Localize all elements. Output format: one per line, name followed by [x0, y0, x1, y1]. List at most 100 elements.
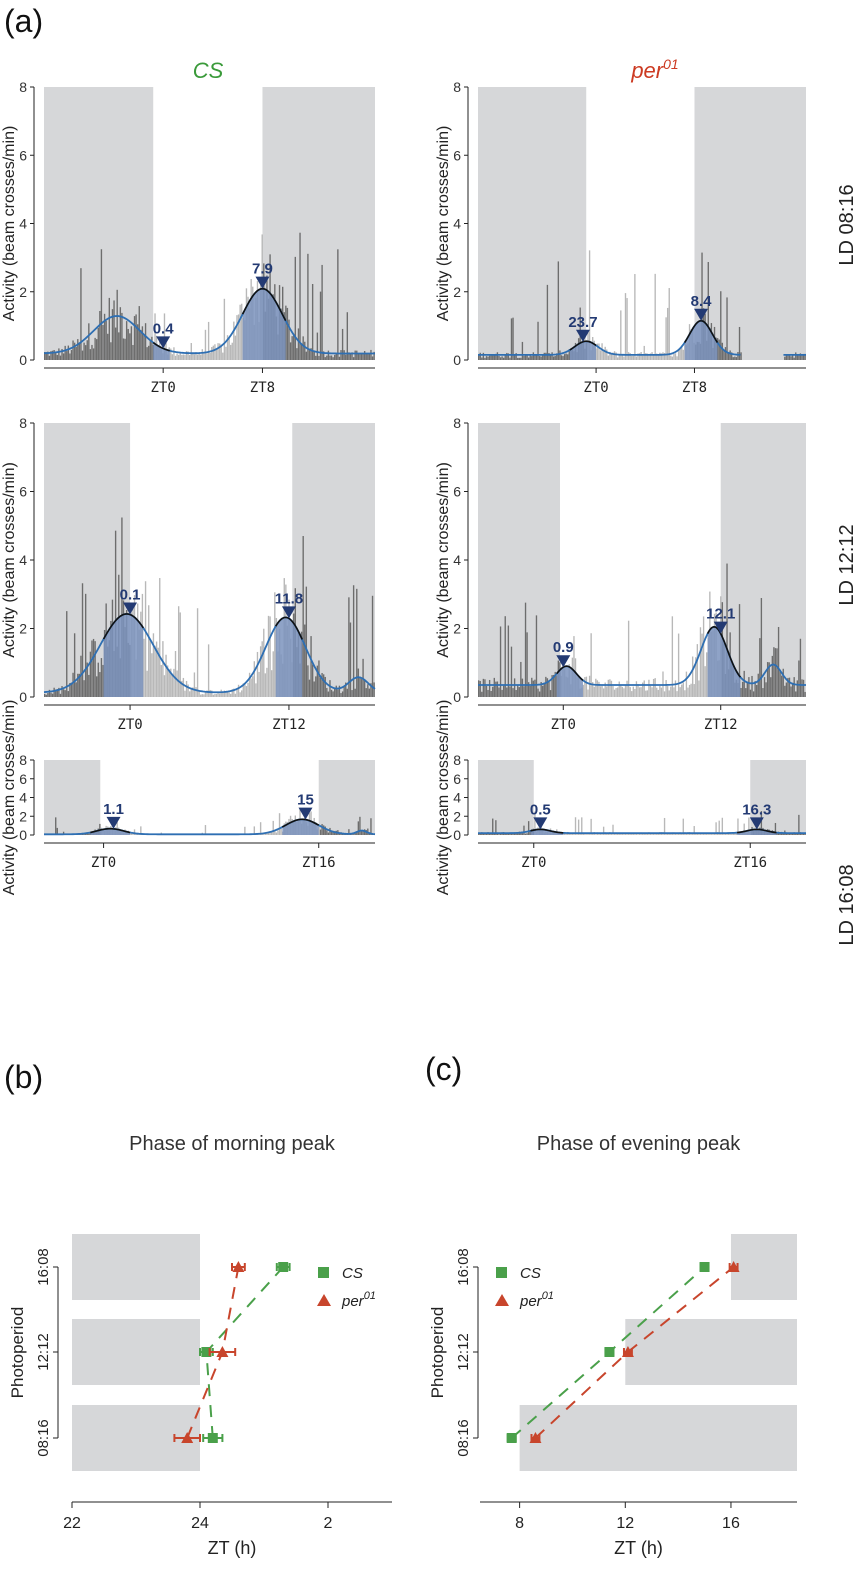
activity-bar: [490, 690, 492, 697]
y-axis-label: Activity (beam crosses/min): [1, 700, 18, 896]
activity-bar: [731, 352, 733, 360]
activity-bar: [89, 651, 92, 697]
activity-bar: [324, 676, 326, 697]
activity-bar: [531, 677, 533, 697]
activity-bar: [322, 351, 325, 360]
activity-bar: [568, 349, 570, 360]
activity-bar: [482, 833, 485, 835]
activity-bar: [204, 691, 207, 697]
activity-bar: [484, 679, 486, 697]
peak-label: 12.1: [706, 606, 735, 623]
activity-bar: [509, 357, 511, 360]
activity-bar: [795, 352, 797, 360]
activity-bar: [624, 833, 627, 835]
activity-bar: [322, 825, 325, 835]
activity-bar: [182, 354, 185, 360]
activity-bar: [627, 833, 630, 835]
peak-outline: [241, 287, 287, 322]
activity-bar: [496, 681, 499, 697]
activity-bar: [171, 354, 174, 360]
activity-bar: [552, 674, 555, 697]
peak-label: 8.4: [691, 293, 713, 310]
activity-bar: [478, 834, 480, 835]
activity-bar: [796, 833, 798, 835]
activity-bar: [269, 831, 271, 835]
activity-bar: [573, 833, 575, 835]
activity-bar: [554, 355, 556, 360]
activity-bar: [620, 685, 622, 697]
activity-bar: [502, 357, 505, 360]
activity-bar: [593, 686, 595, 697]
y-tick-label: 0: [453, 827, 461, 843]
activity-bar: [45, 694, 47, 697]
activity-bar: [793, 677, 795, 697]
legend-label: per01: [519, 1290, 554, 1310]
activity-bar: [173, 668, 175, 697]
activity-bar: [61, 686, 63, 697]
activity-bar: [330, 830, 333, 835]
activity-bar: [527, 357, 530, 360]
activity-bar: [615, 352, 617, 360]
activity-bar: [681, 346, 683, 360]
legend-label: CS: [520, 1265, 541, 1282]
peak-marker-icon: [156, 336, 171, 349]
activity-bar: [527, 682, 530, 697]
activity-bar: [300, 344, 303, 360]
activity-bar: [495, 820, 497, 835]
data-point-triangle: [621, 1346, 634, 1357]
activity-bar: [132, 344, 134, 360]
activity-bar: [207, 644, 210, 697]
activity-bar: [804, 691, 806, 697]
activity-bar: [198, 353, 200, 360]
activity-bar: [97, 327, 99, 360]
y-axis-label: Activity (beam crosses/min): [1, 462, 18, 658]
activity-bar: [677, 350, 680, 360]
activity-bar: [668, 690, 670, 697]
peak-marker-icon: [298, 807, 313, 820]
activity-bar: [228, 337, 230, 360]
activity-bar: [185, 351, 188, 360]
activity-bar: [84, 833, 87, 835]
activity-bar: [270, 670, 273, 697]
activity-bar: [222, 692, 224, 697]
activity-bar: [634, 833, 636, 835]
activity-bar: [517, 357, 519, 360]
activity-bar: [801, 679, 803, 697]
activity-bar: [338, 356, 341, 360]
activity-bar: [648, 679, 650, 697]
activity-bar: [288, 319, 290, 360]
activity-bar: [654, 273, 656, 360]
activity-bar: [798, 814, 800, 835]
activity-bar: [368, 353, 371, 360]
activity-bar: [223, 690, 226, 697]
peak-marker-icon: [533, 817, 548, 830]
activity-bar: [111, 309, 114, 360]
activity-bar: [274, 831, 276, 835]
night-band: [72, 1234, 200, 1300]
activity-bar: [545, 676, 547, 697]
activity-bar: [529, 685, 531, 697]
activity-bar: [277, 830, 279, 835]
activity-bar: [613, 689, 616, 697]
activity-bar: [637, 834, 639, 835]
x-tick-label: 16: [722, 1515, 740, 1532]
activity-bar: [726, 563, 728, 697]
activity-bar: [707, 834, 709, 835]
activity-bar: [745, 688, 747, 697]
activity-bar: [549, 690, 552, 697]
activity-bar: [218, 343, 221, 360]
activity-bar: [113, 300, 115, 360]
activity-bar: [47, 351, 49, 360]
x-tick-label: ZT16: [733, 855, 767, 871]
activity-bar: [51, 693, 54, 697]
activity-bar: [784, 685, 786, 697]
activity-bar: [195, 687, 197, 697]
activity-bar: [174, 355, 177, 360]
activity-bar: [538, 691, 541, 697]
activity-bar: [138, 306, 140, 360]
panel-label-b: (b): [4, 1059, 43, 1095]
activity-bar: [211, 690, 213, 697]
activity-bar: [192, 353, 194, 360]
night-shade: [44, 87, 154, 360]
activity-bar: [160, 664, 163, 697]
